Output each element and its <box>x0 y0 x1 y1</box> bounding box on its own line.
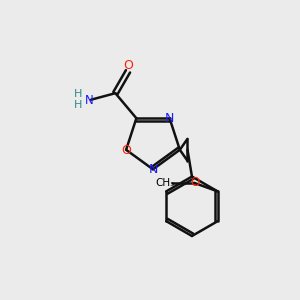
Text: N: N <box>165 112 174 125</box>
Text: CH₃: CH₃ <box>155 178 175 188</box>
Text: N: N <box>148 163 158 176</box>
Text: H: H <box>74 100 83 110</box>
Text: N: N <box>85 94 94 107</box>
Text: O: O <box>191 176 200 189</box>
Text: O: O <box>121 144 131 157</box>
Text: O: O <box>123 59 133 73</box>
Text: H: H <box>74 89 83 99</box>
